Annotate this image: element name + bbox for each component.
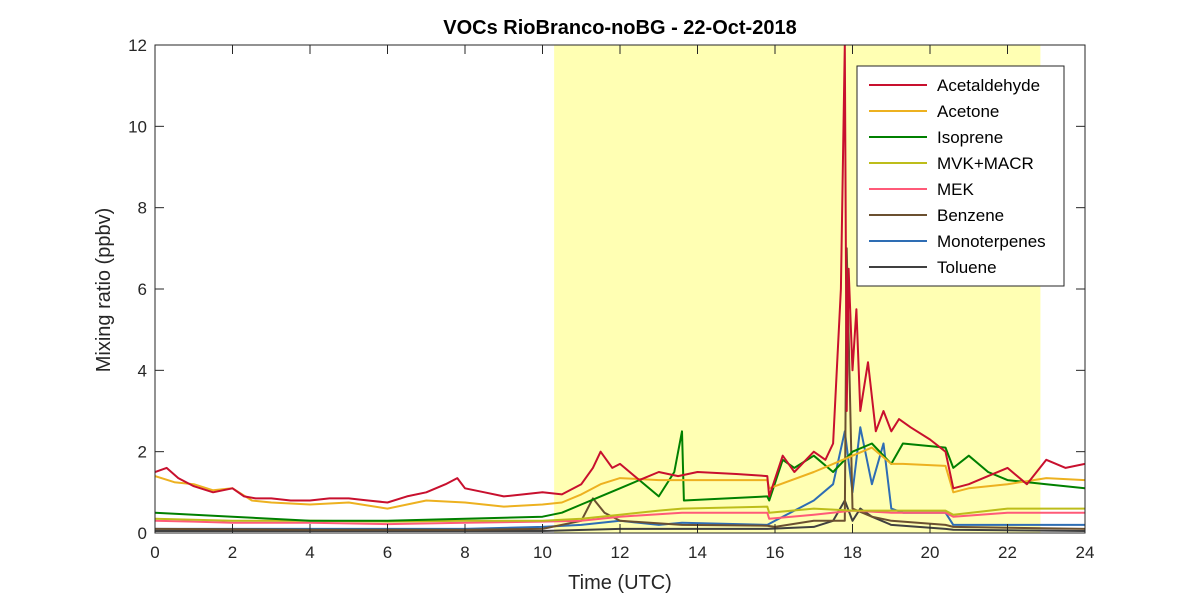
x-axis-title: Time (UTC) <box>568 572 672 594</box>
series-line-isoprene <box>155 430 1085 522</box>
y-tick-label: 12 <box>128 36 147 55</box>
legend-label-acetaldehyde: Acetaldehyde <box>937 76 1040 95</box>
x-tick-label: 18 <box>843 543 862 562</box>
x-tick-label: 16 <box>766 543 785 562</box>
x-tick-label: 2 <box>228 543 237 562</box>
y-tick-label: 10 <box>128 117 147 136</box>
x-tick-label: 14 <box>688 543 707 562</box>
legend-label-toluene: Toluene <box>937 258 997 277</box>
y-tick-label: 8 <box>138 199 147 218</box>
legend: Acetaldehyde Acetone Isoprene MVK+MACR MEK Be… <box>856 65 1065 287</box>
x-tick-label: 6 <box>383 543 392 562</box>
series-line-mek <box>155 509 1085 526</box>
series-line-acetaldehyde <box>155 45 1085 504</box>
x-tick-label: 24 <box>1076 543 1095 562</box>
series-line-benzene <box>155 247 1085 531</box>
x-tick-label: 12 <box>611 543 630 562</box>
legend-box <box>856 65 1065 287</box>
y-tick-label: 0 <box>138 524 147 543</box>
legend-label-monoterpenes: Monoterpenes <box>937 232 1046 251</box>
x-tick-label: 4 <box>305 543 314 562</box>
x-tick-label: 8 <box>460 543 469 562</box>
y-axis: 0 2 4 6 8 10 12 <box>128 36 1085 543</box>
legend-label-benzene: Benzene <box>937 206 1004 225</box>
y-tick-label: 2 <box>138 443 147 462</box>
y-axis-title: Mixing ratio (ppbv) <box>93 208 115 373</box>
x-axis: 0 2 4 6 8 10 12 14 16 18 20 22 24 <box>150 45 1094 562</box>
x-tick-label: 10 <box>533 543 552 562</box>
legend-label-isoprene: Isoprene <box>937 128 1003 147</box>
legend-label-acetone: Acetone <box>937 102 999 121</box>
series-layer <box>155 45 1085 532</box>
series-line-acetone <box>155 446 1085 510</box>
legend-label-mvk-macr: MVK+MACR <box>937 154 1034 173</box>
x-tick-label: 20 <box>921 543 940 562</box>
y-tick-label: 4 <box>138 361 147 380</box>
x-tick-label: 0 <box>150 543 159 562</box>
chart-title: VOCs RioBranco-noBG - 22-Oct-2018 <box>443 17 796 39</box>
y-tick-label: 6 <box>138 280 147 299</box>
legend-label-mek: MEK <box>937 180 975 199</box>
x-tick-label: 22 <box>998 543 1017 562</box>
